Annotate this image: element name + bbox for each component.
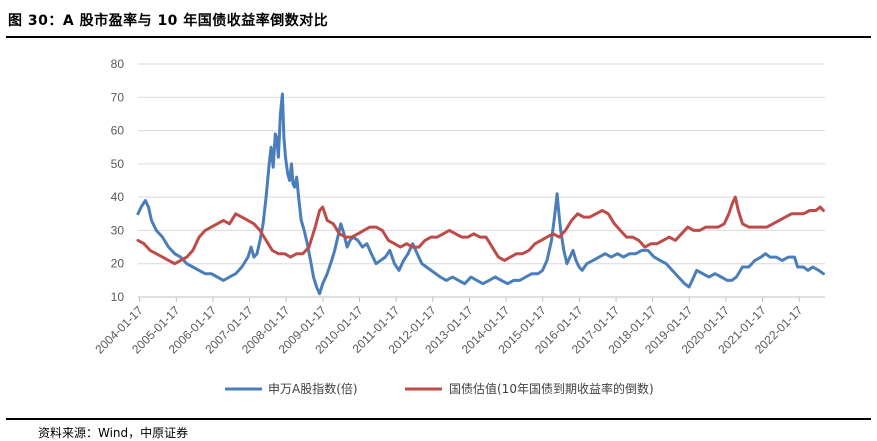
y-tick-label: 40	[111, 190, 125, 204]
legend: 申万A股指数(倍) 国债估值(10年国债到期收益率的倒数)	[225, 381, 654, 396]
page-title: 图 30：A 股市盈率与 10 年国债收益率倒数对比	[8, 13, 329, 29]
series-layer	[136, 92, 825, 296]
series-line-bond	[136, 195, 825, 266]
legend-label: 申万A股指数(倍)	[268, 381, 358, 396]
source-note: 资料来源：Wind，中原证券	[38, 426, 189, 440]
series-line-pe	[136, 92, 825, 296]
y-tick-label: 10	[111, 290, 125, 304]
y-tick-label: 50	[111, 157, 125, 171]
y-tick-label: 70	[111, 90, 125, 104]
y-tick-label: 30	[111, 223, 125, 237]
y-tick-label: 20	[111, 257, 125, 271]
title-divider	[6, 36, 871, 38]
legend-label: 国债估值(10年国债到期收益率的倒数)	[449, 381, 654, 396]
axis-layer: 10203040506070802004-01-172005-01-172006…	[92, 57, 825, 357]
y-tick-label: 60	[111, 124, 125, 138]
footer-divider	[6, 418, 871, 420]
grid-layer	[138, 63, 825, 265]
y-tick-label: 80	[111, 57, 125, 71]
